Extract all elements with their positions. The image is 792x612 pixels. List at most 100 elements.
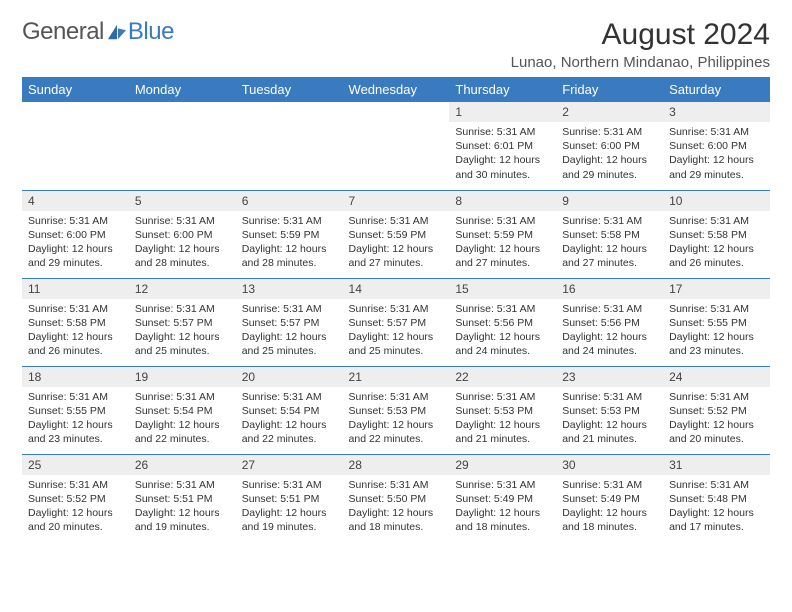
- daylight-line: Daylight: 12 hours and 18 minutes.: [349, 506, 444, 534]
- calendar-cell: [236, 102, 343, 190]
- sunset-line: Sunset: 5:52 PM: [28, 492, 123, 506]
- sunrise-line: Sunrise: 5:31 AM: [455, 125, 550, 139]
- day-details: Sunrise: 5:31 AMSunset: 5:58 PMDaylight:…: [556, 211, 663, 275]
- sunrise-line: Sunrise: 5:31 AM: [242, 214, 337, 228]
- calendar-cell: 18Sunrise: 5:31 AMSunset: 5:55 PMDayligh…: [22, 366, 129, 454]
- day-details: Sunrise: 5:31 AMSunset: 5:56 PMDaylight:…: [449, 299, 556, 363]
- calendar-cell: 10Sunrise: 5:31 AMSunset: 5:58 PMDayligh…: [663, 190, 770, 278]
- header: General Blue August 2024 Lunao, Northern…: [22, 18, 770, 71]
- day-number: 8: [449, 191, 556, 211]
- logo: General Blue: [22, 18, 174, 46]
- calendar-cell: 2Sunrise: 5:31 AMSunset: 6:00 PMDaylight…: [556, 102, 663, 190]
- calendar-cell: [22, 102, 129, 190]
- day-number: 11: [22, 279, 129, 299]
- day-details: Sunrise: 5:31 AMSunset: 5:50 PMDaylight:…: [343, 475, 450, 539]
- day-number: 22: [449, 367, 556, 387]
- sunrise-line: Sunrise: 5:31 AM: [669, 302, 764, 316]
- daylight-line: Daylight: 12 hours and 26 minutes.: [28, 330, 123, 358]
- day-number: 31: [663, 455, 770, 475]
- sunrise-line: Sunrise: 5:31 AM: [28, 390, 123, 404]
- daylight-line: Daylight: 12 hours and 20 minutes.: [669, 418, 764, 446]
- calendar-week: 11Sunrise: 5:31 AMSunset: 5:58 PMDayligh…: [22, 278, 770, 366]
- day-details: Sunrise: 5:31 AMSunset: 5:49 PMDaylight:…: [556, 475, 663, 539]
- calendar-cell: 17Sunrise: 5:31 AMSunset: 5:55 PMDayligh…: [663, 278, 770, 366]
- sunset-line: Sunset: 6:00 PM: [669, 139, 764, 153]
- sunrise-line: Sunrise: 5:31 AM: [242, 390, 337, 404]
- sunrise-line: Sunrise: 5:31 AM: [349, 478, 444, 492]
- sunrise-line: Sunrise: 5:31 AM: [135, 214, 230, 228]
- sunset-line: Sunset: 5:57 PM: [242, 316, 337, 330]
- logo-text-blue: Blue: [128, 18, 174, 46]
- sunset-line: Sunset: 5:55 PM: [669, 316, 764, 330]
- col-header: Sunday: [22, 77, 129, 102]
- calendar-week: 25Sunrise: 5:31 AMSunset: 5:52 PMDayligh…: [22, 454, 770, 542]
- calendar-cell: 6Sunrise: 5:31 AMSunset: 5:59 PMDaylight…: [236, 190, 343, 278]
- calendar-cell: 22Sunrise: 5:31 AMSunset: 5:53 PMDayligh…: [449, 366, 556, 454]
- calendar-cell: 14Sunrise: 5:31 AMSunset: 5:57 PMDayligh…: [343, 278, 450, 366]
- day-details: Sunrise: 5:31 AMSunset: 5:59 PMDaylight:…: [449, 211, 556, 275]
- daylight-line: Daylight: 12 hours and 21 minutes.: [455, 418, 550, 446]
- day-details: Sunrise: 5:31 AMSunset: 6:00 PMDaylight:…: [129, 211, 236, 275]
- sunrise-line: Sunrise: 5:31 AM: [349, 390, 444, 404]
- daylight-line: Daylight: 12 hours and 27 minutes.: [562, 242, 657, 270]
- sunset-line: Sunset: 6:00 PM: [135, 228, 230, 242]
- day-details: Sunrise: 5:31 AMSunset: 5:56 PMDaylight:…: [556, 299, 663, 363]
- sunset-line: Sunset: 6:00 PM: [562, 139, 657, 153]
- day-details: Sunrise: 5:31 AMSunset: 5:49 PMDaylight:…: [449, 475, 556, 539]
- day-details: Sunrise: 5:31 AMSunset: 5:57 PMDaylight:…: [129, 299, 236, 363]
- sunset-line: Sunset: 5:51 PM: [242, 492, 337, 506]
- col-header: Saturday: [663, 77, 770, 102]
- day-number: 9: [556, 191, 663, 211]
- sunrise-line: Sunrise: 5:31 AM: [455, 390, 550, 404]
- calendar-body: 1Sunrise: 5:31 AMSunset: 6:01 PMDaylight…: [22, 102, 770, 542]
- sunset-line: Sunset: 5:52 PM: [669, 404, 764, 418]
- daylight-line: Daylight: 12 hours and 18 minutes.: [562, 506, 657, 534]
- day-number: 14: [343, 279, 450, 299]
- daylight-line: Daylight: 12 hours and 26 minutes.: [669, 242, 764, 270]
- day-details: Sunrise: 5:31 AMSunset: 5:54 PMDaylight:…: [236, 387, 343, 451]
- sunset-line: Sunset: 5:57 PM: [135, 316, 230, 330]
- day-number: 12: [129, 279, 236, 299]
- sunrise-line: Sunrise: 5:31 AM: [562, 390, 657, 404]
- title-block: August 2024 Lunao, Northern Mindanao, Ph…: [511, 18, 770, 71]
- calendar-head: SundayMondayTuesdayWednesdayThursdayFrid…: [22, 77, 770, 102]
- calendar-week: 4Sunrise: 5:31 AMSunset: 6:00 PMDaylight…: [22, 190, 770, 278]
- sunrise-line: Sunrise: 5:31 AM: [669, 125, 764, 139]
- daylight-line: Daylight: 12 hours and 25 minutes.: [242, 330, 337, 358]
- daylight-line: Daylight: 12 hours and 22 minutes.: [349, 418, 444, 446]
- sunset-line: Sunset: 5:51 PM: [135, 492, 230, 506]
- sunrise-line: Sunrise: 5:31 AM: [28, 478, 123, 492]
- sunset-line: Sunset: 5:54 PM: [135, 404, 230, 418]
- calendar-cell: 7Sunrise: 5:31 AMSunset: 5:59 PMDaylight…: [343, 190, 450, 278]
- sunrise-line: Sunrise: 5:31 AM: [135, 478, 230, 492]
- day-number: 2: [556, 102, 663, 122]
- daylight-line: Daylight: 12 hours and 18 minutes.: [455, 506, 550, 534]
- daylight-line: Daylight: 12 hours and 25 minutes.: [349, 330, 444, 358]
- day-number: 10: [663, 191, 770, 211]
- sunrise-line: Sunrise: 5:31 AM: [455, 302, 550, 316]
- day-details: Sunrise: 5:31 AMSunset: 5:59 PMDaylight:…: [343, 211, 450, 275]
- calendar-cell: 19Sunrise: 5:31 AMSunset: 5:54 PMDayligh…: [129, 366, 236, 454]
- daylight-line: Daylight: 12 hours and 25 minutes.: [135, 330, 230, 358]
- day-number: 21: [343, 367, 450, 387]
- sunrise-line: Sunrise: 5:31 AM: [28, 302, 123, 316]
- day-number: 3: [663, 102, 770, 122]
- daylight-line: Daylight: 12 hours and 29 minutes.: [669, 153, 764, 181]
- calendar-cell: 29Sunrise: 5:31 AMSunset: 5:49 PMDayligh…: [449, 454, 556, 542]
- day-details: Sunrise: 5:31 AMSunset: 5:51 PMDaylight:…: [129, 475, 236, 539]
- calendar-cell: 12Sunrise: 5:31 AMSunset: 5:57 PMDayligh…: [129, 278, 236, 366]
- col-header: Thursday: [449, 77, 556, 102]
- day-number: 5: [129, 191, 236, 211]
- empty-day: [129, 102, 236, 122]
- calendar-cell: 30Sunrise: 5:31 AMSunset: 5:49 PMDayligh…: [556, 454, 663, 542]
- empty-day: [236, 102, 343, 122]
- day-details: Sunrise: 5:31 AMSunset: 5:58 PMDaylight:…: [663, 211, 770, 275]
- day-number: 19: [129, 367, 236, 387]
- sunrise-line: Sunrise: 5:31 AM: [455, 478, 550, 492]
- calendar-cell: 15Sunrise: 5:31 AMSunset: 5:56 PMDayligh…: [449, 278, 556, 366]
- day-number: 16: [556, 279, 663, 299]
- calendar-cell: 1Sunrise: 5:31 AMSunset: 6:01 PMDaylight…: [449, 102, 556, 190]
- sunset-line: Sunset: 5:53 PM: [349, 404, 444, 418]
- col-header: Monday: [129, 77, 236, 102]
- sunrise-line: Sunrise: 5:31 AM: [455, 214, 550, 228]
